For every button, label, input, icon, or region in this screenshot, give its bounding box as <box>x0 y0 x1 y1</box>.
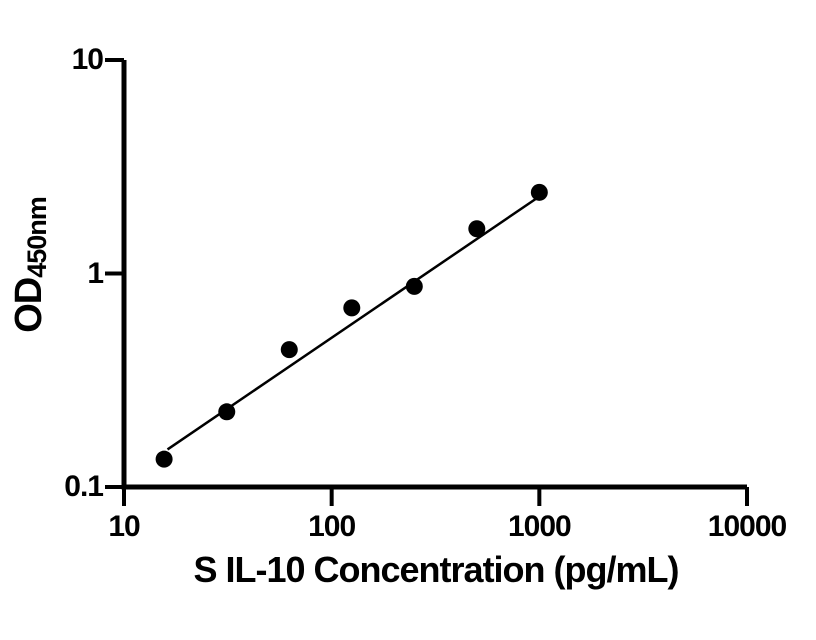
x-tick-label: 1000 <box>507 510 572 543</box>
y-axis-title: OD450nm <box>8 197 52 333</box>
data-point <box>468 220 486 238</box>
x-tick-label: 10000 <box>707 510 787 543</box>
x-axis-title: S IL-10 Concentration (pg/mL) <box>193 549 679 590</box>
data-point <box>218 403 236 421</box>
data-point <box>280 341 298 359</box>
y-tick-label: 10 <box>71 43 104 76</box>
data-point <box>530 183 548 201</box>
x-tick-label: 100 <box>308 510 356 543</box>
data-point <box>405 277 423 295</box>
y-axis-title-main: OD <box>8 277 50 333</box>
y-axis-title-subscript: 450nm <box>22 197 52 278</box>
x-tick-label: 10 <box>108 510 140 543</box>
data-point <box>155 450 173 468</box>
data-point <box>343 299 361 317</box>
y-tick-label: 1 <box>87 256 104 290</box>
y-tick-label: 0.1 <box>64 470 104 503</box>
